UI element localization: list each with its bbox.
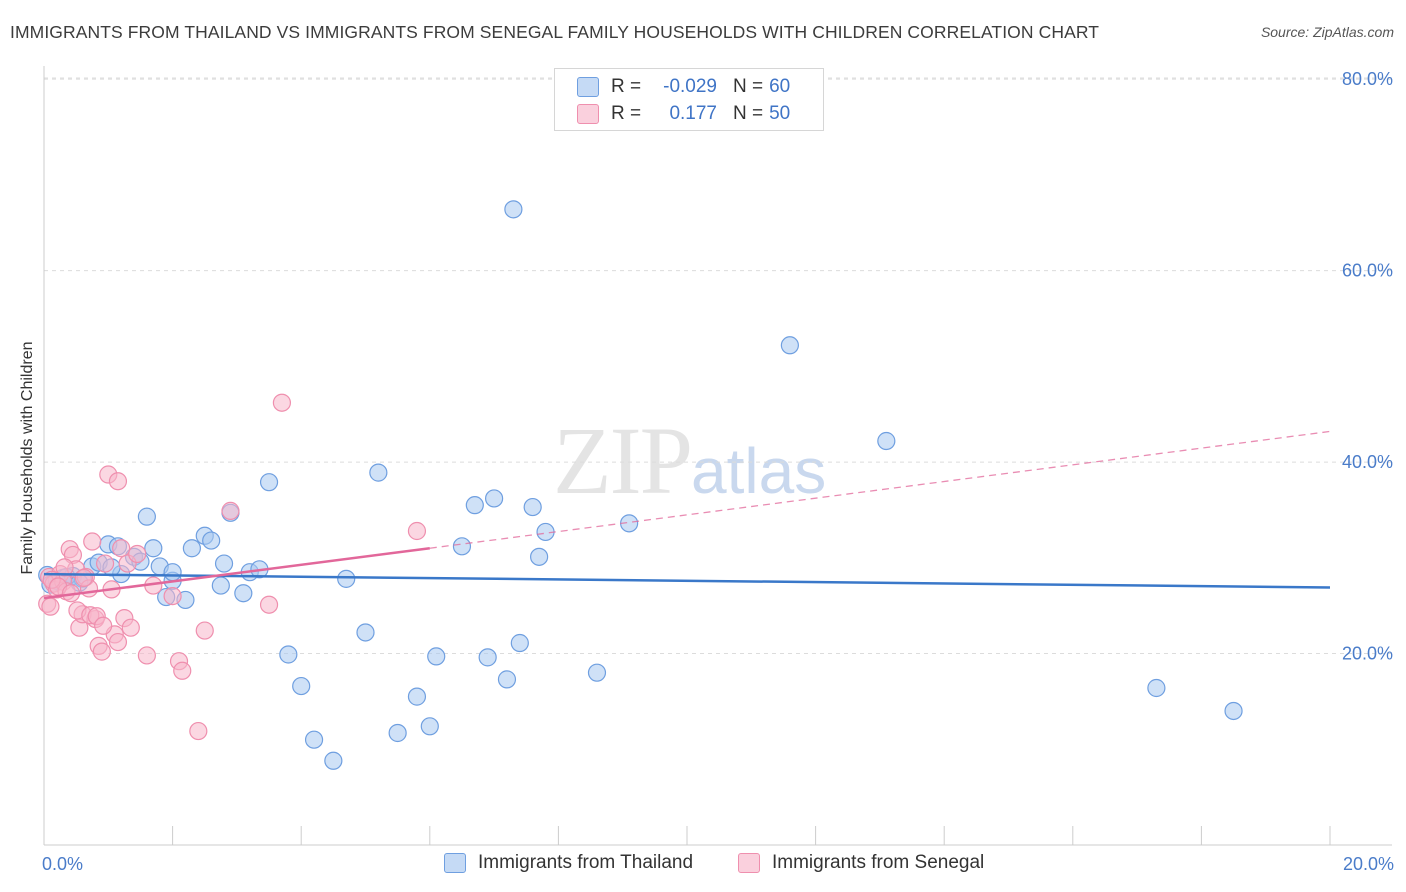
series-legend-label-thailand: Immigrants from Thailand [478, 852, 694, 873]
data-point-thailand [420, 717, 439, 736]
y-tick-label: 60.0% [1342, 261, 1393, 281]
watermark-atlas: atlas [691, 435, 827, 507]
data-point-thailand [202, 531, 221, 550]
data-point-thailand [465, 496, 484, 515]
data-point-thailand [1224, 701, 1243, 721]
series-legend-swatch-senegal [738, 853, 760, 873]
data-point-thailand [587, 663, 607, 682]
watermark-zip: ZIP [553, 407, 693, 514]
data-point-senegal [112, 539, 131, 558]
data-point-senegal [83, 532, 102, 551]
data-point-thailand [523, 497, 542, 517]
data-point-thailand [497, 670, 517, 689]
data-point-thailand [324, 751, 343, 770]
data-point-thailand [388, 723, 407, 743]
data-point-thailand [214, 554, 234, 573]
legend-swatch-thailand [577, 77, 599, 97]
data-point-senegal [55, 558, 74, 577]
data-point-senegal [137, 646, 156, 665]
y-tick-label: 80.0% [1342, 69, 1393, 89]
data-point-thailand [407, 687, 427, 706]
x-tick-label: 20.0% [1343, 854, 1394, 874]
series-legend-senegal: Immigrants from Senegal [738, 852, 984, 874]
data-point-senegal [108, 472, 128, 491]
data-point-thailand [1147, 678, 1166, 698]
correlation-legend: R = -0.029 N = 60 R = 0.177 N = 50 [554, 68, 824, 131]
data-point-thailand [427, 647, 446, 666]
data-point-thailand [163, 563, 182, 582]
legend-r-label: R = [611, 103, 642, 124]
data-point-senegal [95, 554, 115, 573]
data-point-senegal [128, 544, 147, 564]
legend-r-label: R = [611, 76, 642, 97]
series-legend-label-senegal: Immigrants from Senegal [772, 852, 985, 873]
data-point-senegal [259, 595, 279, 614]
legend-n-label: N = [733, 103, 764, 124]
data-point-senegal [173, 661, 192, 680]
data-point-senegal [108, 632, 128, 652]
data-point-thailand [510, 633, 529, 653]
data-point-thailand [369, 463, 388, 482]
legend-r-value: 0.177 [669, 103, 717, 124]
data-point-senegal [121, 618, 140, 637]
data-point-thailand [234, 584, 253, 603]
legend-row-senegal: R = 0.177 N = 50 [577, 102, 790, 126]
data-point-thailand [780, 336, 799, 355]
trend-line-thailand [43, 572, 1331, 589]
data-point-thailand [304, 730, 324, 749]
series-legend-swatch-thailand [444, 853, 466, 873]
trend-line-dashed-senegal [429, 430, 1331, 549]
legend-n-value: 60 [769, 76, 791, 97]
data-point-senegal [195, 621, 214, 640]
trend-line-senegal [43, 546, 430, 600]
watermark: ZIPatlas [553, 405, 826, 516]
data-point-thailand [452, 537, 472, 556]
y-tick-label: 20.0% [1342, 644, 1393, 664]
legend-swatch-senegal [577, 104, 599, 124]
chart-title: IMMIGRANTS FROM THAILAND VS IMMIGRANTS F… [10, 22, 1100, 42]
data-point-thailand [478, 648, 497, 667]
series-legend: Immigrants from Thailand Immigrants from… [0, 852, 1406, 878]
legend-n-value: 50 [769, 103, 791, 124]
data-point-thailand [279, 645, 298, 664]
source-credit: Source: ZipAtlas.com [1260, 24, 1394, 40]
legend-n-label: N = [733, 76, 764, 97]
data-point-senegal [41, 597, 60, 616]
series-legend-thailand: Immigrants from Thailand [444, 852, 693, 874]
data-point-thailand [259, 473, 279, 492]
data-point-senegal [189, 721, 208, 741]
data-point-thailand [485, 489, 504, 508]
data-point-senegal [407, 521, 427, 541]
data-point-thailand [877, 431, 896, 451]
data-point-thailand [182, 539, 201, 558]
data-point-senegal [163, 586, 182, 606]
legend-row-thailand: R = -0.029 N = 60 [577, 75, 790, 99]
data-point-thailand [211, 576, 230, 595]
data-point-senegal [221, 501, 240, 520]
y-tick-label: 40.0% [1342, 452, 1393, 472]
data-point-thailand [530, 547, 549, 566]
data-point-thailand [337, 569, 356, 588]
y-axis-label: Family Households with Children [19, 341, 36, 575]
data-point-senegal [74, 568, 93, 588]
data-point-thailand [504, 200, 523, 219]
legend-r-value: -0.029 [663, 76, 717, 97]
data-point-senegal [92, 642, 111, 661]
data-point-senegal [272, 393, 292, 412]
data-point-thailand [144, 539, 163, 558]
data-point-senegal [94, 616, 113, 635]
data-point-thailand [292, 676, 311, 696]
x-tick-label: 0.0% [42, 854, 83, 874]
data-point-thailand [137, 507, 156, 526]
data-point-thailand [356, 623, 375, 642]
